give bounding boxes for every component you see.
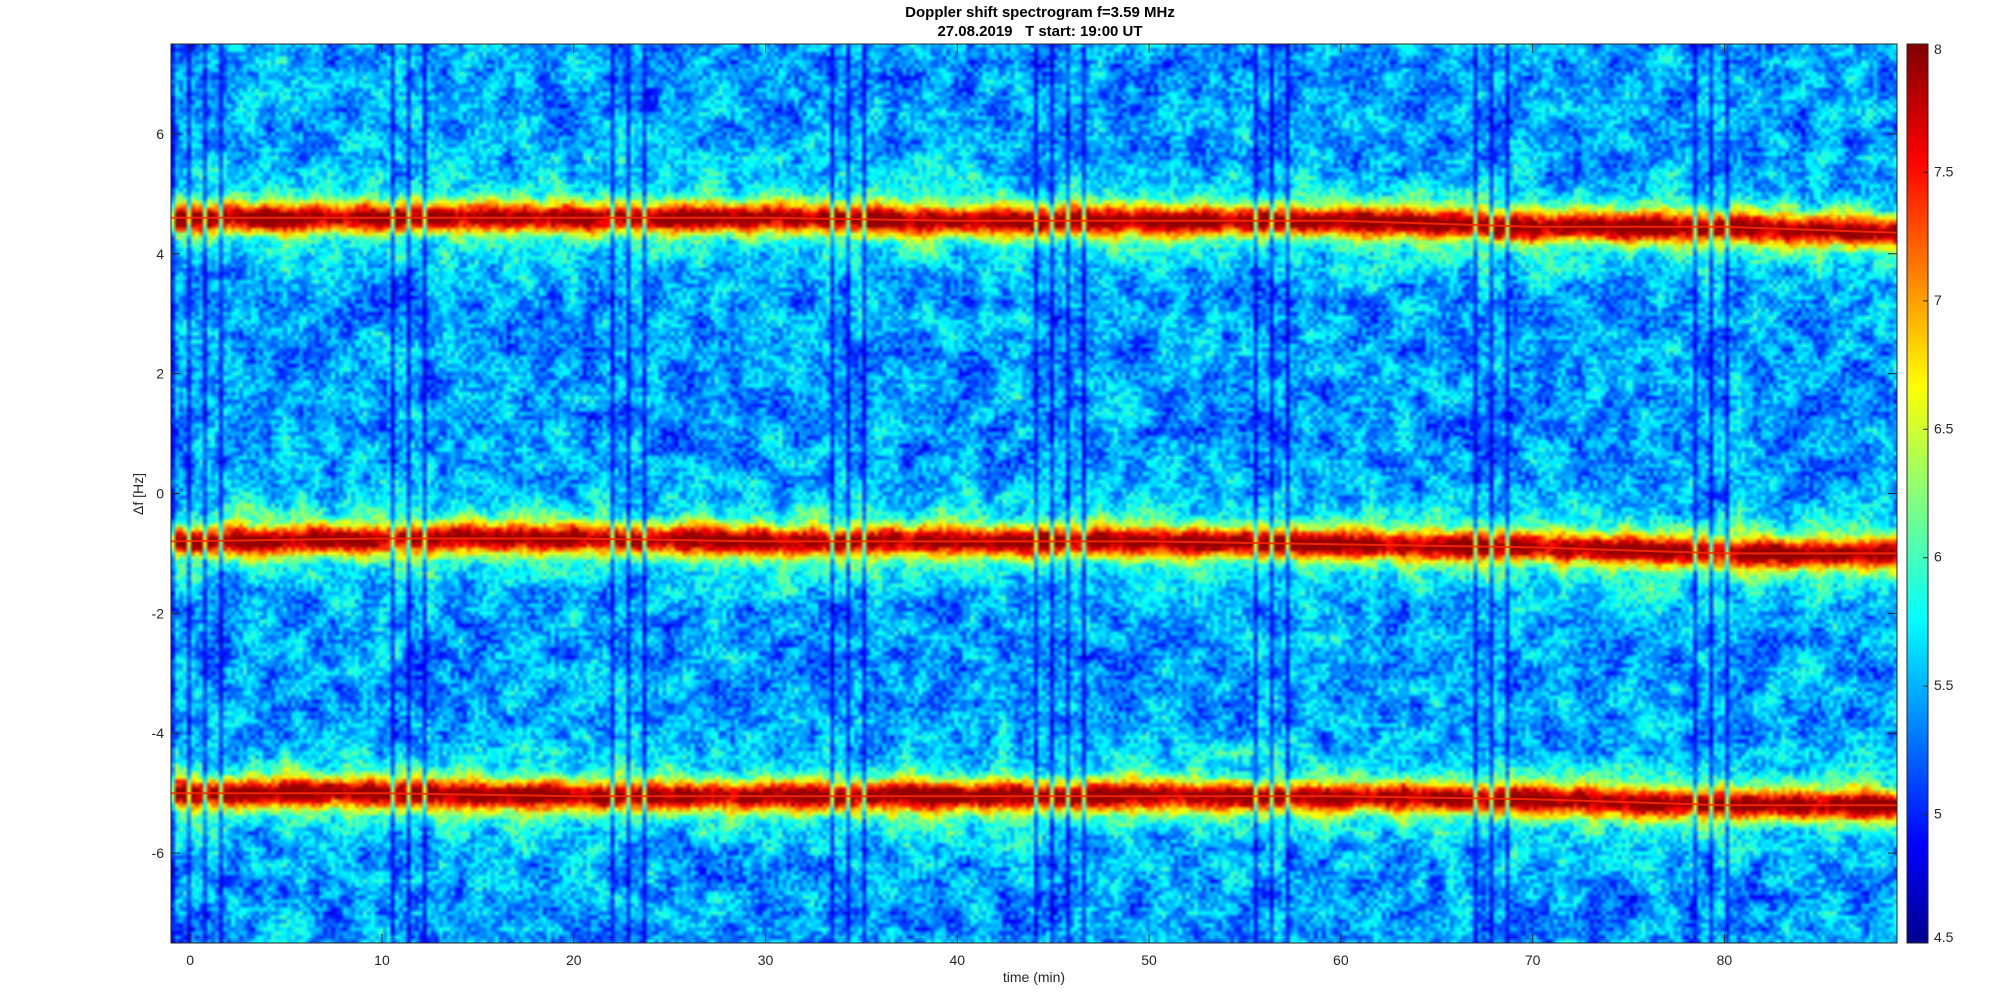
y-tick-label: -2: [152, 605, 165, 621]
trace-line-3: [171, 792, 1897, 807]
x-tick-label: 0: [186, 952, 194, 968]
colorbar-ticks: 4.5 5 5.5 6 6.5 7 7.5 8: [1923, 41, 1954, 945]
x-tick-label: 10: [374, 952, 390, 968]
x-tick-label: 40: [949, 952, 965, 968]
colorbar-tick-label: 5.5: [1934, 677, 1954, 693]
y-tick-label: -4: [152, 725, 165, 741]
x-tick-label: 20: [566, 952, 582, 968]
chart-subtitle: 27.08.2019 T start: 19:00 UT: [937, 23, 1143, 40]
y-tick-label: 4: [156, 246, 164, 262]
heatmap-image: [171, 44, 1897, 943]
chart-title: Doppler shift spectrogram f=3.59 MHz: [905, 4, 1175, 21]
y-axis-label: Δf [Hz]: [130, 473, 146, 515]
colorbar-tick-label: 7: [1934, 292, 1942, 308]
y-tick-label: 6: [156, 126, 164, 142]
x-tick-label: 60: [1333, 952, 1349, 968]
colorbar-tick-label: 6.5: [1934, 420, 1954, 436]
x-tick-label: 80: [1717, 952, 1733, 968]
y-axis-ticks: -6 -4 -2 0 2 4 6: [152, 126, 1897, 861]
trace-line-2: [170, 537, 1897, 555]
y-tick-label: 2: [156, 366, 164, 382]
colorbar-tick-label: 4.5: [1934, 929, 1954, 945]
colorbar-tick-label: 7.5: [1934, 163, 1954, 179]
ridge-traces: [170, 216, 1898, 807]
colorbar-tick-label: 5: [1934, 806, 1942, 822]
y-tick-label: -6: [152, 845, 165, 861]
x-tick-label: 70: [1525, 952, 1541, 968]
x-axis-label: time (min): [1003, 969, 1065, 985]
colorbar-gradient: [1906, 43, 1929, 944]
colorbar-tick-label: 6: [1934, 549, 1942, 565]
x-axis-ticks: 0 10 20 30 40 50 60 70 80: [186, 44, 1732, 968]
colorbar: 4.5 5 5.5 6 6.5 7 7.5 8: [1906, 41, 1954, 945]
trace-line-1: [171, 216, 1898, 234]
x-tick-label: 30: [758, 952, 774, 968]
colorbar-tick-label: 8: [1934, 41, 1942, 57]
x-tick-label: 50: [1141, 952, 1157, 968]
y-tick-label: 0: [156, 486, 164, 502]
plot-area: [170, 43, 1898, 944]
